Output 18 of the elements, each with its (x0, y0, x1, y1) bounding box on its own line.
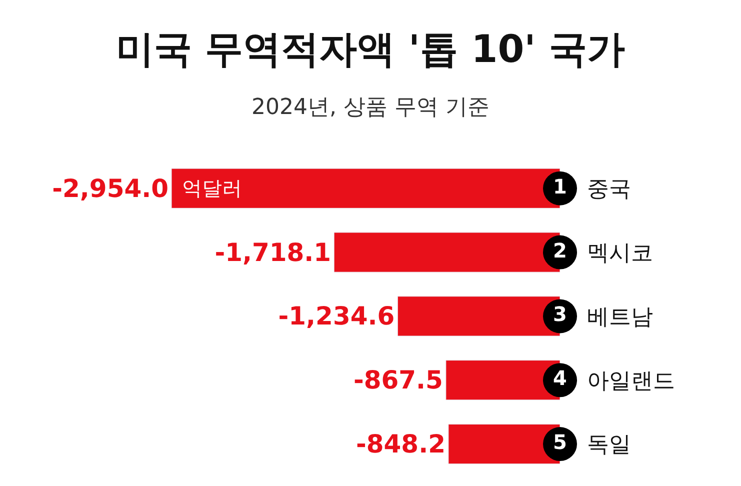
chart-title: 미국 무역적자액 '톱 10' 국가 (116, 26, 626, 71)
y-tick-label: 멕시코 (587, 240, 653, 266)
y-tick-label: 아일랜드 (587, 368, 675, 394)
annotation: 억달러 (182, 176, 242, 200)
annotation: 3 (553, 302, 567, 326)
annotation: 1 (553, 174, 567, 198)
y-tick-label: 독일 (587, 432, 631, 458)
data-label: -1,718.1 (214, 238, 332, 267)
data-label: -867.5 (353, 366, 443, 395)
annotation: 5 (553, 430, 567, 454)
annotation: 4 (553, 366, 567, 390)
annotation: 2 (553, 238, 567, 262)
data-label: -1,234.6 (278, 302, 395, 331)
data-label: -2,954.0 (52, 174, 169, 203)
data-label: -848.2 (356, 430, 446, 459)
chart-subtitle: 2024년, 상품 무역 기준 (252, 94, 490, 120)
y-tick-label: 중국 (587, 177, 631, 202)
y-tick-label: 베트남 (587, 304, 653, 330)
